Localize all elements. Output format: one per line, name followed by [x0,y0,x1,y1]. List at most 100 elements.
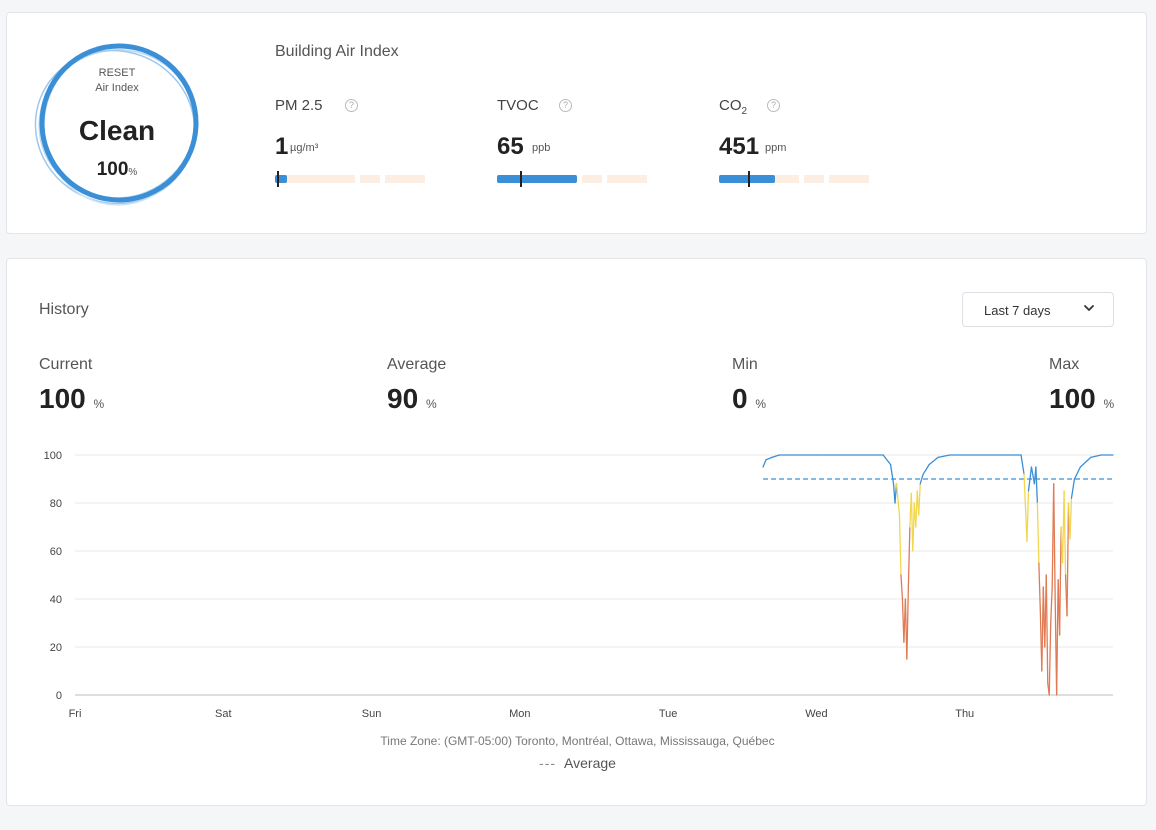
y-tick-label: 80 [50,498,62,510]
bar-track-segment [360,175,380,183]
bar-track-segment [582,175,602,183]
metric-unit: µg/m³ [290,142,319,154]
series-segment [1063,490,1067,576]
history-card: History Last 7 days Current 100 % Averag… [6,258,1147,806]
series-segment [898,514,902,576]
stat-min-label: Min [732,356,758,373]
series-segment [1045,574,1049,684]
bar-track-segment [385,175,425,183]
series-segment [907,526,911,588]
stat-current-value: 100 % [39,383,104,415]
series-segment [1056,579,1059,696]
bar-marker [747,171,750,187]
series-segment [1026,490,1030,543]
x-tick-label: Wed [805,708,827,720]
bar-marker [276,171,279,187]
stat-min-unit: % [755,397,767,411]
help-icon[interactable]: ? [559,99,572,112]
metric-name: CO2 [719,97,747,117]
x-tick-label: Mon [509,708,530,720]
range-dropdown-value: Last 7 days [984,303,1051,318]
metric-unit: ppm [765,142,787,154]
stat-max-unit: % [1103,397,1115,411]
series-segment [1030,466,1036,485]
x-tick-label: Fri [69,708,82,720]
metric-name: PM 2.5 [275,97,323,114]
series-segment [1038,562,1041,612]
x-tick-label: Thu [955,708,974,720]
metric-unit: ppb [532,142,551,154]
air-index-label: RESET [98,67,136,79]
y-tick-label: 60 [50,546,62,558]
stat-max-number: 100 [1049,383,1096,414]
series-segment [1027,466,1033,492]
y-tick-label: 100 [44,450,62,462]
series-segment [1066,502,1070,617]
x-tick-label: Sat [215,708,232,720]
building-air-index-title: Building Air Index [275,43,399,60]
series-segment [762,459,767,468]
series-segment [882,454,892,466]
history-chart: 0 20 40 60 80 100 Fri Sat Sun Mon Tue Wed Thu [44,450,1114,720]
timezone-note: Time Zone: (GMT-05:00) Toronto, Montréal… [380,734,775,748]
stat-max-label: Max [1049,356,1080,373]
y-tick-label: 20 [50,642,62,654]
legend-dash-icon: --- [539,755,557,771]
help-icon[interactable]: ? [767,99,780,112]
series-segment [918,483,921,516]
y-tick-label: 40 [50,594,62,606]
stat-average-number: 90 [387,383,419,414]
stat-average-label: Average [387,356,447,373]
air-index-ring [29,39,201,211]
stat-current-number: 100 [39,383,86,414]
air-index-unit: % [128,167,138,178]
series-segment [1079,456,1092,468]
series-segment [765,456,773,461]
series-segment [937,454,951,459]
series-segment [771,454,781,459]
chart-legend: --- Average [7,755,1148,771]
bar-fill [497,175,577,183]
bar-track-segment [829,175,869,183]
stat-current-label: Current [39,356,93,373]
series-segment [1050,586,1053,624]
bar-track-segment [804,175,824,183]
metric-pm25: PM 2.5 ? 1 µg/m³ [275,97,455,197]
x-tick-label: Tue [659,708,678,720]
bar-marker [519,171,522,187]
metric-co2: CO2 ? 451 ppm [719,97,899,197]
series-segment [1070,478,1076,499]
bar-track-segment [607,175,647,183]
series-segment [1053,483,1056,600]
metric-value: 65 [497,133,524,160]
series-segment [1036,502,1040,564]
metric-value: 451 [719,133,760,160]
building-air-index-card: RESET Air Index Clean 100% Building Air … [6,12,1147,234]
series-segment [912,502,915,552]
metric-value: 1 [275,133,289,160]
bar-fill [275,175,287,183]
metric-name-subscript: 2 [741,106,748,117]
y-tick-label: 0 [56,690,62,702]
x-tick-label: Sun [362,708,382,720]
bar-track-segment [275,175,355,183]
series-segment [906,586,910,660]
range-dropdown[interactable]: Last 7 days [962,292,1114,327]
series-segment [895,483,901,516]
chevron-down-icon [1084,305,1094,311]
metric-bar [497,171,647,187]
metric-name: TVOC [497,97,539,114]
air-index-sublabel: Air Index [95,82,139,94]
stat-min-number: 0 [732,383,748,414]
stat-min-value: 0 % [732,383,766,415]
air-index-number: 100 [96,159,129,180]
legend-average-label: Average [564,755,616,771]
series-segment [1035,466,1039,504]
help-icon[interactable]: ? [345,99,358,112]
series-segment [1023,473,1027,509]
bar-fill [719,175,775,183]
series-segment [1090,454,1102,459]
metric-bar [275,171,425,187]
metric-tvoc: TVOC ? 65 ppb [497,97,677,197]
history-title: History [39,301,89,318]
